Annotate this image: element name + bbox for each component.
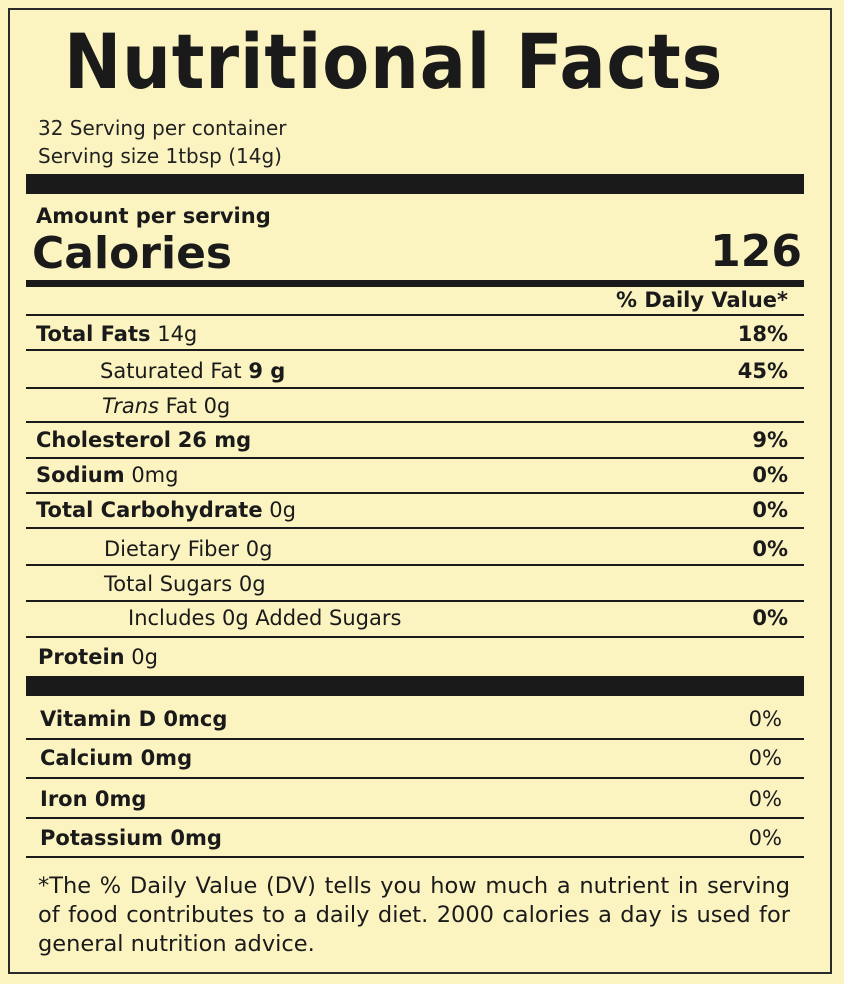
- nutrient-pct: 0%: [752, 606, 788, 630]
- row-divider: [26, 564, 804, 566]
- nutrient-name: Cholesterol 26 mg: [36, 428, 252, 452]
- row-divider: [26, 421, 804, 423]
- row-divider: [26, 349, 804, 351]
- vitamin-name: Iron 0mg: [40, 787, 147, 811]
- row-divider: [26, 527, 804, 529]
- nutrient-name: Trans Fat 0g: [102, 394, 231, 418]
- calories-label: Calories: [32, 228, 233, 279]
- vitamin-name: Potassium 0mg: [40, 826, 222, 850]
- vitamin-pct: 0%: [748, 826, 782, 850]
- row-divider: [26, 387, 804, 389]
- row-divider: [26, 817, 804, 819]
- vitamin-name: Vitamin D 0mcg: [40, 707, 228, 731]
- row-divider: [26, 777, 804, 779]
- nutrient-name: Sodium 0mg: [36, 463, 179, 487]
- label-title: Nutritional Facts: [64, 17, 724, 106]
- amount-per-serving: Amount per serving: [36, 204, 271, 228]
- row-divider: [26, 856, 804, 858]
- nutrition-label: [8, 8, 832, 974]
- daily-value-header: % Daily Value*: [616, 288, 788, 312]
- vitamin-pct: 0%: [748, 746, 782, 770]
- nutrient-pct: 45%: [737, 359, 788, 383]
- nutrient-name: Protein 0g: [38, 645, 158, 669]
- nutrient-name: Total Fats 14g: [36, 322, 198, 346]
- nutrient-pct: 0%: [752, 537, 788, 561]
- vitamin-pct: 0%: [748, 787, 782, 811]
- thick-divider-bottom: [26, 676, 804, 696]
- medium-divider: [26, 280, 804, 287]
- nutrient-pct: 0%: [752, 498, 788, 522]
- nutrient-name: Includes 0g Added Sugars: [128, 606, 402, 630]
- footnote: *The % Daily Value (DV) tells you how mu…: [38, 873, 790, 957]
- calories-value: 126: [710, 226, 802, 277]
- nutrient-pct: 18%: [737, 322, 788, 346]
- nutrient-name: Saturated Fat 9 g: [100, 359, 286, 383]
- thick-divider-top: [26, 174, 804, 194]
- row-divider: [26, 738, 804, 740]
- row-divider: [26, 600, 804, 602]
- row-divider: [26, 314, 804, 316]
- nutrient-pct: 0%: [752, 463, 788, 487]
- vitamin-pct: 0%: [748, 707, 782, 731]
- serving-size: Serving size 1tbsp (14g): [38, 144, 282, 168]
- servings-per-container: 32 Serving per container: [38, 116, 287, 140]
- row-divider: [26, 457, 804, 459]
- nutrient-name: Total Carbohydrate 0g: [36, 498, 296, 522]
- vitamin-name: Calcium 0mg: [40, 746, 193, 770]
- nutrient-pct: 9%: [752, 428, 788, 452]
- row-divider: [26, 636, 804, 638]
- nutrient-name: Total Sugars 0g: [104, 572, 266, 596]
- row-divider: [26, 492, 804, 494]
- nutrient-name: Dietary Fiber 0g: [104, 537, 273, 561]
